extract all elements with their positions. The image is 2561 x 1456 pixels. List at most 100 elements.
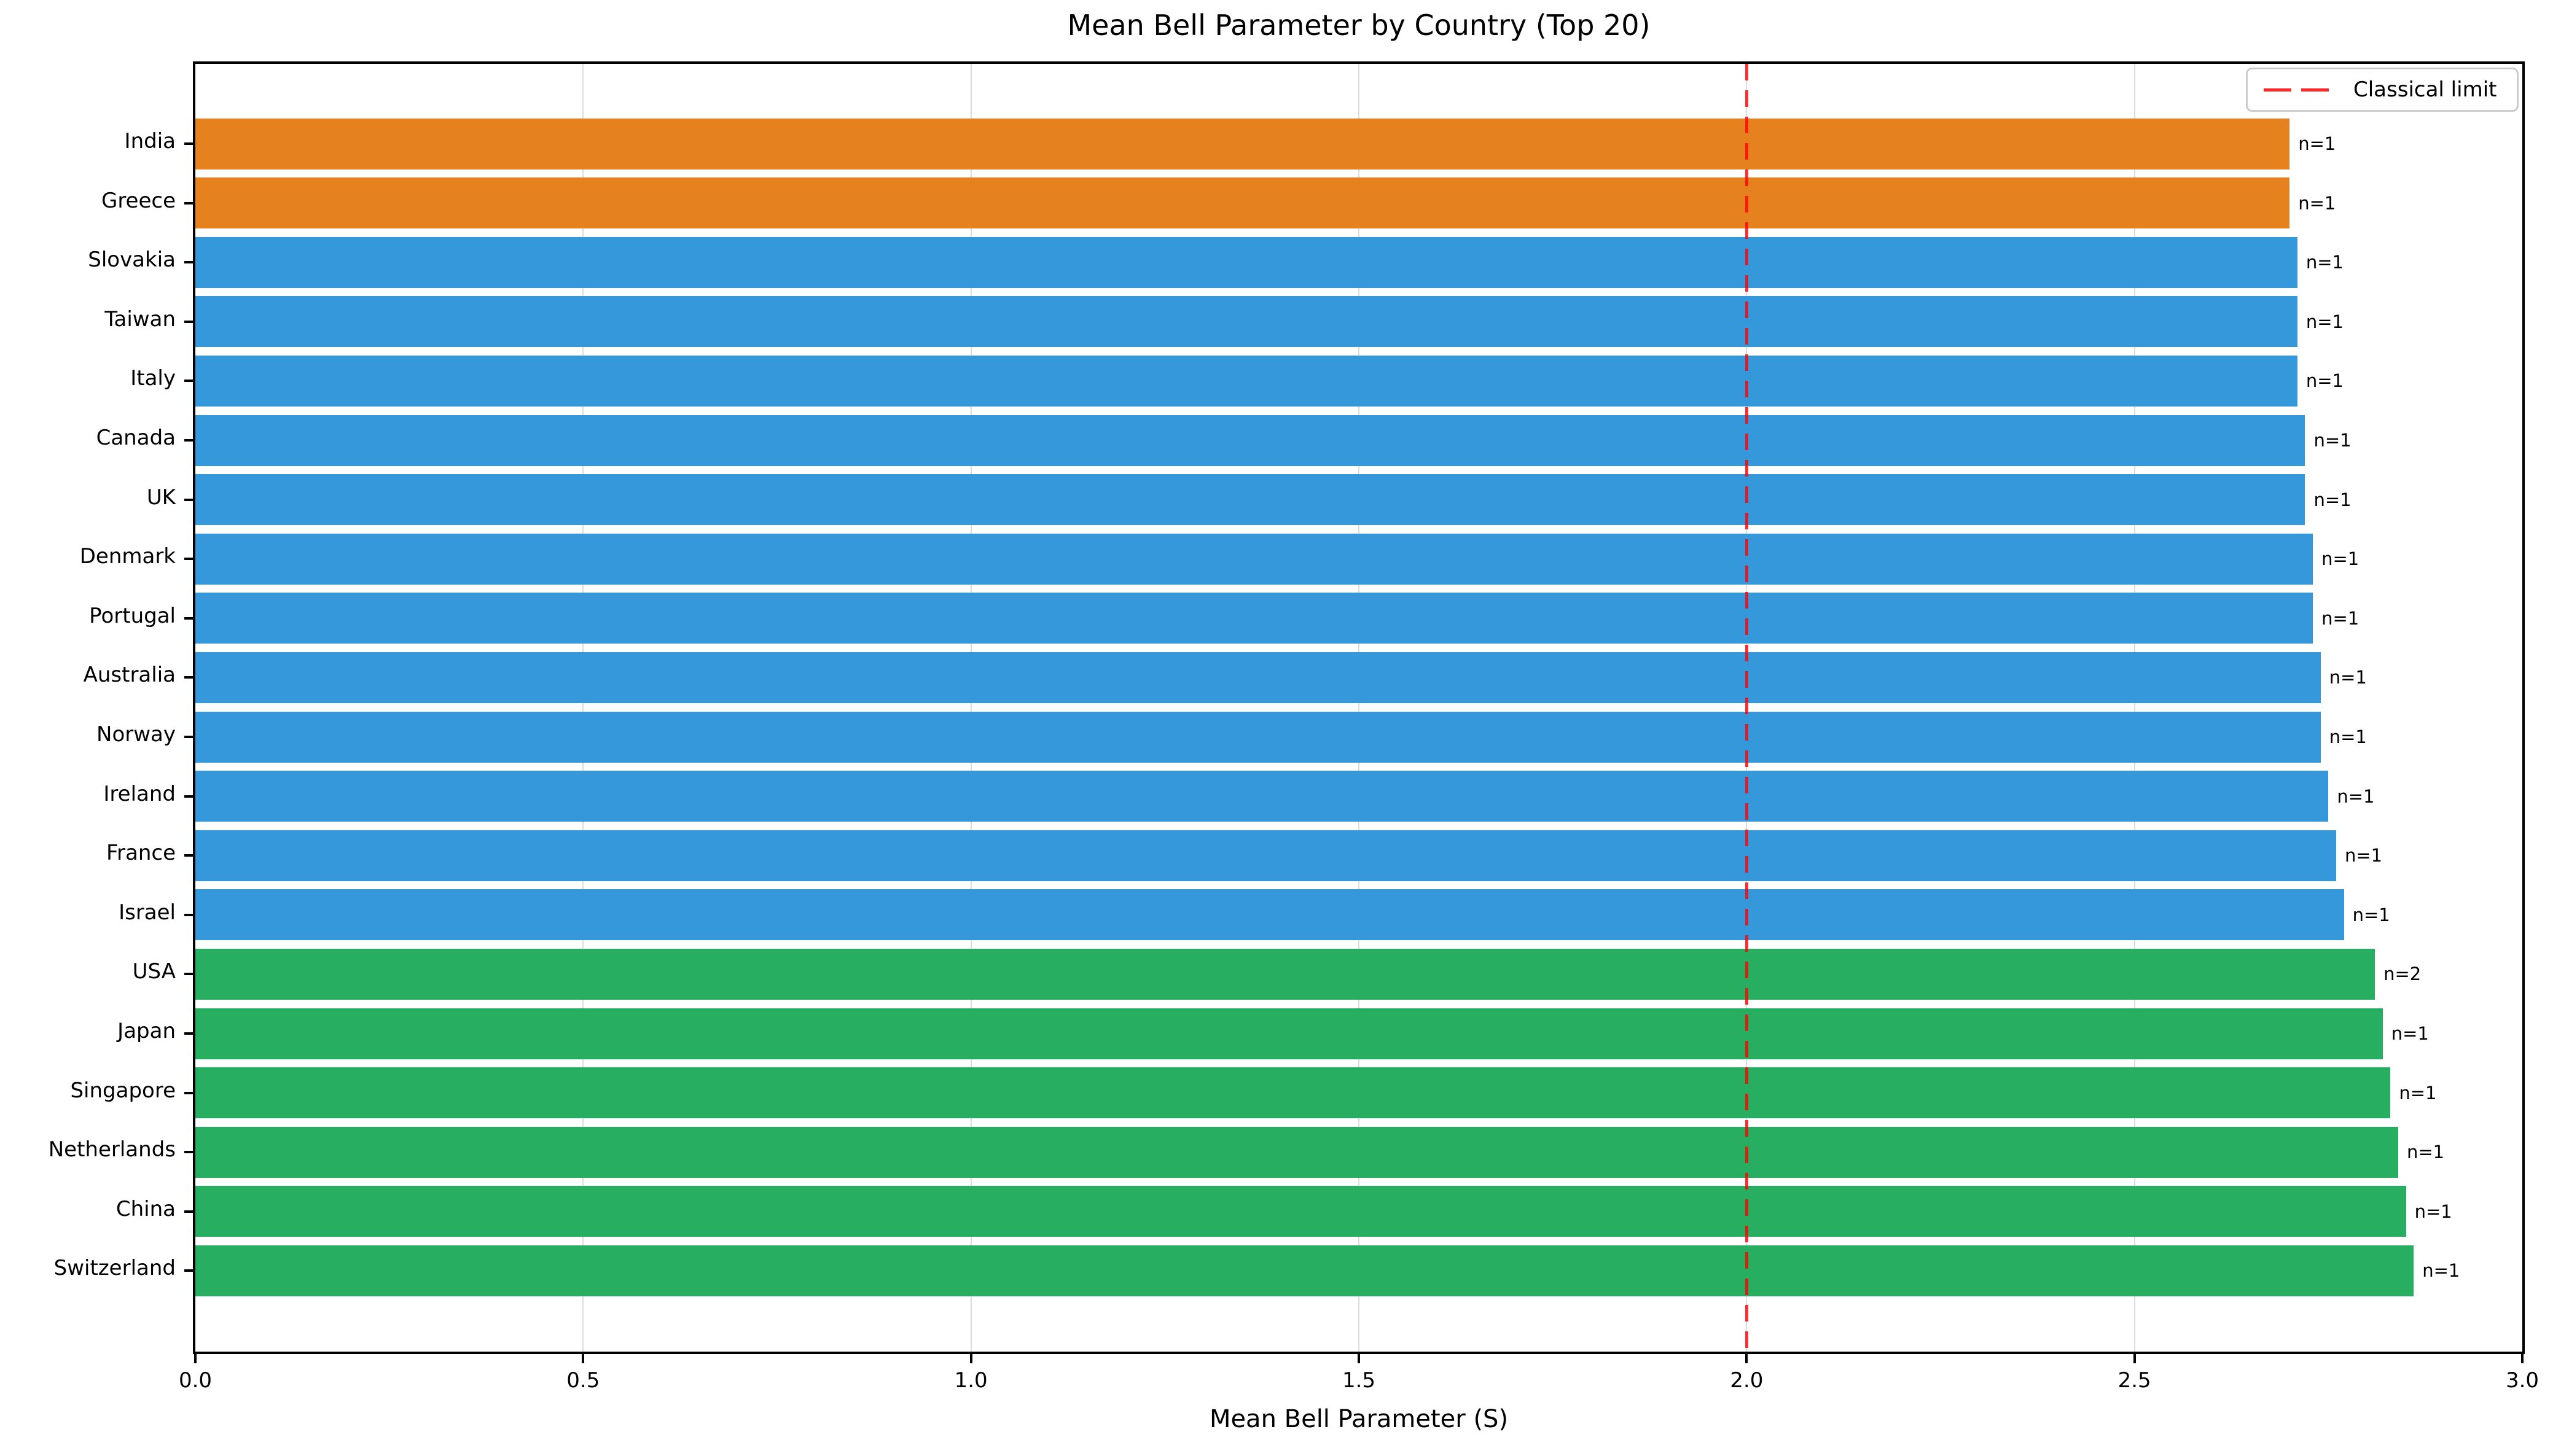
- y-tick-mark-japan: [184, 1032, 193, 1035]
- chart-title: Mean Bell Parameter by Country (Top 20): [1067, 9, 1651, 42]
- legend-dashed-line-sample: [2264, 88, 2336, 91]
- y-tick-mark-slovakia: [184, 261, 193, 264]
- bar-australia: [195, 652, 2321, 703]
- x-axis-label: Mean Bell Parameter (S): [1209, 1405, 1509, 1433]
- count-label-italy: n=1: [2305, 370, 2344, 392]
- x-tick-mark-0.0: [194, 1354, 197, 1363]
- x-tick-label-2.0: 2.0: [1730, 1368, 1764, 1393]
- y-tick-mark-taiwan: [184, 320, 193, 323]
- y-tick-label-taiwan: Taiwan: [104, 306, 176, 332]
- gridline-1.0: [970, 64, 972, 1352]
- y-tick-mark-ireland: [184, 795, 193, 798]
- y-tick-mark-portugal: [184, 617, 193, 620]
- y-tick-label-singapore: Singapore: [70, 1078, 176, 1103]
- y-tick-label-ireland: Ireland: [103, 781, 176, 806]
- count-label-ireland: n=1: [2337, 785, 2375, 807]
- count-label-portugal: n=1: [2321, 607, 2360, 629]
- y-tick-label-slovakia: Slovakia: [88, 247, 176, 273]
- bar-uk: [195, 474, 2305, 526]
- y-tick-label-norway: Norway: [96, 722, 176, 747]
- y-tick-label-china: China: [115, 1196, 176, 1221]
- x-tick-label-0.0: 0.0: [178, 1368, 213, 1393]
- count-label-australia: n=1: [2329, 667, 2367, 688]
- count-label-israel: n=1: [2352, 904, 2390, 925]
- y-tick-label-greece: Greece: [101, 188, 176, 213]
- count-label-usa: n=2: [2383, 964, 2422, 985]
- bar-india: [195, 118, 2290, 169]
- bar-slovakia: [195, 236, 2297, 288]
- bar-usa: [195, 948, 2375, 1000]
- legend: Classical limit: [2246, 68, 2519, 112]
- y-tick-mark-china: [184, 1210, 193, 1213]
- count-label-india: n=1: [2298, 133, 2336, 154]
- count-label-netherlands: n=1: [2406, 1142, 2445, 1163]
- bar-portugal: [195, 593, 2313, 644]
- count-label-japan: n=1: [2391, 1023, 2429, 1044]
- y-tick-mark-singapore: [184, 1091, 193, 1094]
- y-tick-label-netherlands: Netherlands: [48, 1137, 176, 1162]
- bar-singapore: [195, 1067, 2391, 1119]
- bar-switzerland: [195, 1245, 2414, 1296]
- bar-japan: [195, 1008, 2383, 1059]
- bar-france: [195, 830, 2336, 881]
- x-tick-label-0.5: 0.5: [566, 1368, 600, 1393]
- legend-label: Classical limit: [2353, 77, 2497, 102]
- count-label-norway: n=1: [2329, 726, 2367, 747]
- y-tick-label-australia: Australia: [83, 663, 176, 688]
- y-tick-mark-netherlands: [184, 1151, 193, 1154]
- y-tick-label-canada: Canada: [96, 426, 176, 450]
- x-tick-label-3.0: 3.0: [2505, 1368, 2539, 1393]
- y-tick-mark-israel: [184, 913, 193, 916]
- x-tick-mark-1.0: [969, 1354, 972, 1363]
- gridline-1.5: [1358, 64, 1359, 1352]
- x-tick-mark-2.0: [1745, 1354, 1748, 1363]
- count-label-greece: n=1: [2298, 192, 2336, 214]
- x-tick-mark-2.5: [2133, 1354, 2136, 1363]
- bar-ireland: [195, 771, 2329, 822]
- x-tick-mark-0.5: [582, 1354, 585, 1363]
- y-tick-label-japan: Japan: [117, 1019, 176, 1043]
- y-tick-mark-australia: [184, 676, 193, 679]
- bar-norway: [195, 711, 2321, 763]
- y-tick-label-denmark: Denmark: [79, 544, 176, 569]
- count-label-taiwan: n=1: [2305, 311, 2344, 332]
- y-tick-label-israel: Israel: [119, 900, 176, 925]
- bar-china: [195, 1186, 2406, 1237]
- y-tick-mark-denmark: [184, 558, 193, 561]
- y-tick-mark-italy: [184, 380, 193, 383]
- x-tick-mark-3.0: [2521, 1354, 2524, 1363]
- y-tick-mark-canada: [184, 439, 193, 442]
- count-label-denmark: n=1: [2321, 548, 2360, 570]
- count-label-france: n=1: [2344, 845, 2383, 866]
- y-tick-label-india: India: [124, 129, 176, 154]
- count-label-china: n=1: [2414, 1201, 2452, 1222]
- bar-greece: [195, 177, 2290, 229]
- bar-taiwan: [195, 296, 2297, 348]
- y-tick-mark-india: [184, 142, 193, 145]
- gridline-0.5: [582, 64, 584, 1352]
- y-tick-mark-usa: [184, 973, 193, 976]
- bar-canada: [195, 415, 2305, 466]
- y-tick-label-uk: UK: [146, 485, 176, 510]
- y-tick-label-france: France: [106, 841, 176, 866]
- bar-israel: [195, 889, 2344, 941]
- bar-netherlands: [195, 1126, 2398, 1178]
- bar-denmark: [195, 533, 2313, 585]
- classical-limit-line: [1745, 64, 1748, 1352]
- count-label-canada: n=1: [2313, 430, 2352, 451]
- x-tick-label-1.0: 1.0: [954, 1368, 988, 1393]
- y-tick-mark-uk: [184, 498, 193, 501]
- y-tick-mark-france: [184, 854, 193, 857]
- y-tick-mark-switzerland: [184, 1269, 193, 1272]
- count-label-slovakia: n=1: [2305, 252, 2344, 273]
- plot-area: Classical limit n=1 n=1 n=1 n=1 n=1 n=1 n=1 n=1…: [193, 61, 2525, 1354]
- y-tick-label-usa: USA: [132, 959, 176, 984]
- count-label-switzerland: n=1: [2422, 1260, 2460, 1282]
- x-tick-label-1.5: 1.5: [1342, 1368, 1376, 1393]
- count-label-singapore: n=1: [2399, 1082, 2437, 1104]
- y-tick-label-italy: Italy: [130, 366, 176, 391]
- gridline-2.5: [2133, 64, 2135, 1352]
- y-tick-label-switzerland: Switzerland: [53, 1256, 176, 1281]
- x-tick-label-2.5: 2.5: [2117, 1368, 2151, 1393]
